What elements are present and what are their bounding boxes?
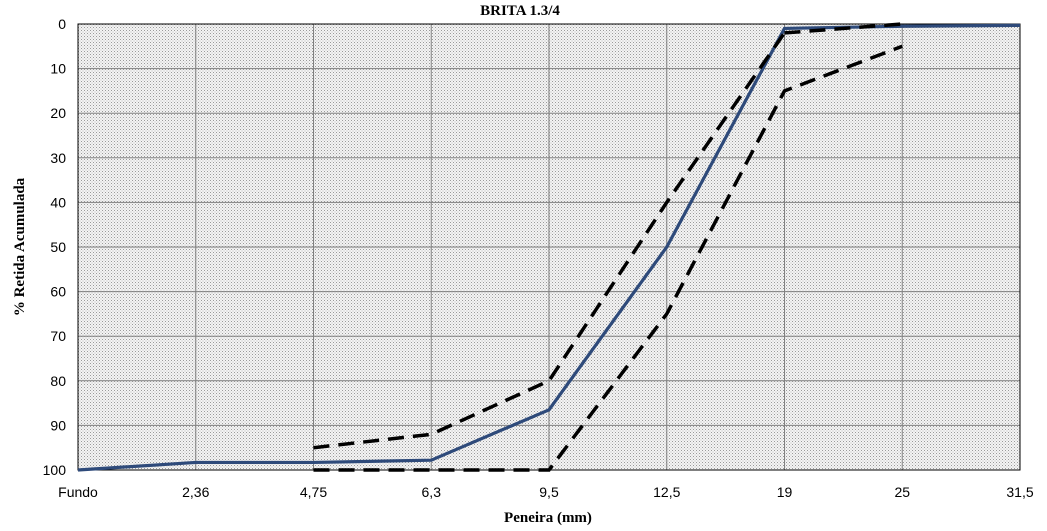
x-tick-label: 9,5 (539, 484, 559, 500)
series-line-2-segment (784, 22, 903, 35)
x-tick-label: 25 (894, 484, 910, 500)
x-tick-label: 19 (777, 484, 793, 500)
y-tick-label: 70 (50, 328, 66, 344)
y-tick-label: 10 (50, 61, 66, 77)
y-tick-label: 100 (43, 462, 67, 478)
y-tick-label: 0 (58, 16, 66, 32)
series-line-3 (313, 44, 903, 472)
x-axis-ticks: Fundo 2,36 4,75 6,3 9,5 12,5 19 25 31,5 (58, 484, 1034, 500)
x-tick-label: 31,5 (1006, 484, 1033, 500)
x-tick-label: 6,3 (422, 484, 442, 500)
y-tick-label: 50 (50, 239, 66, 255)
series-layer (77, 22, 1021, 472)
x-tick-label: 12,5 (653, 484, 680, 500)
y-axis-ticks: 0 10 20 30 40 50 60 70 80 90 100 (43, 16, 67, 478)
y-axis-label: % Retida Acumulada (12, 177, 28, 316)
chart-title: BRITA 1.3/4 (480, 3, 560, 19)
y-tick-label: 60 (50, 284, 66, 300)
y-tick-label: 80 (50, 373, 66, 389)
x-tick-label: 4,75 (300, 484, 327, 500)
y-tick-label: 30 (50, 150, 66, 166)
x-tick-label: Fundo (58, 484, 98, 500)
y-tick-label: 90 (50, 417, 66, 433)
series-line-2 (313, 31, 786, 450)
x-axis-label: Peneira (mm) (504, 510, 592, 526)
x-tick-label: 2,36 (182, 484, 209, 500)
y-tick-label: 40 (50, 194, 66, 210)
y-tick-label: 20 (50, 105, 66, 121)
